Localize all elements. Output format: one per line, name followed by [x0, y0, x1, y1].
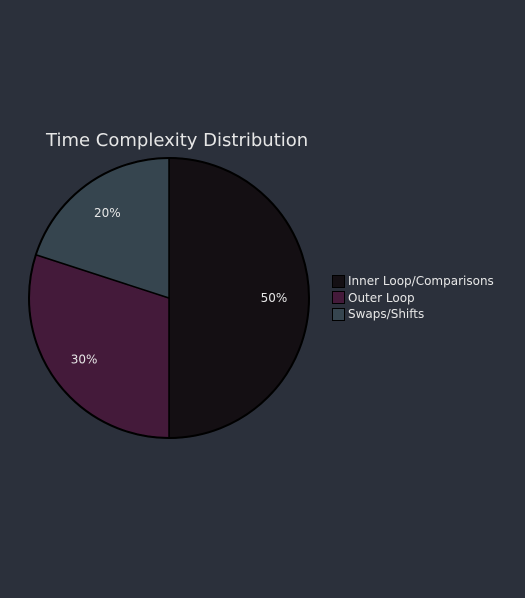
- pie-outline: [28, 157, 310, 439]
- legend: Inner Loop/Comparisons Outer Loop Swaps/…: [332, 273, 494, 323]
- legend-swatch-inner-loop: [332, 274, 345, 288]
- legend-label-swaps-shifts: Swaps/Shifts: [348, 307, 425, 322]
- legend-swatch-outer-loop: [332, 291, 345, 305]
- legend-label-inner-loop: Inner Loop/Comparisons: [348, 274, 494, 289]
- slice-label-inner-loop: 50%: [261, 291, 288, 305]
- legend-item-inner-loop: Inner Loop/Comparisons: [332, 273, 494, 290]
- slice-label-swaps-shifts: 20%: [94, 206, 121, 220]
- chart-title: Time Complexity Distribution: [46, 130, 309, 151]
- legend-swatch-swaps-shifts: [332, 307, 345, 321]
- legend-label-outer-loop: Outer Loop: [348, 290, 415, 305]
- legend-item-swaps-shifts: Swaps/Shifts: [332, 306, 494, 323]
- pie-slice-inner-loop: [168, 157, 310, 439]
- legend-item-outer-loop: Outer Loop: [332, 290, 494, 307]
- slice-label-outer-loop: 30%: [71, 353, 98, 367]
